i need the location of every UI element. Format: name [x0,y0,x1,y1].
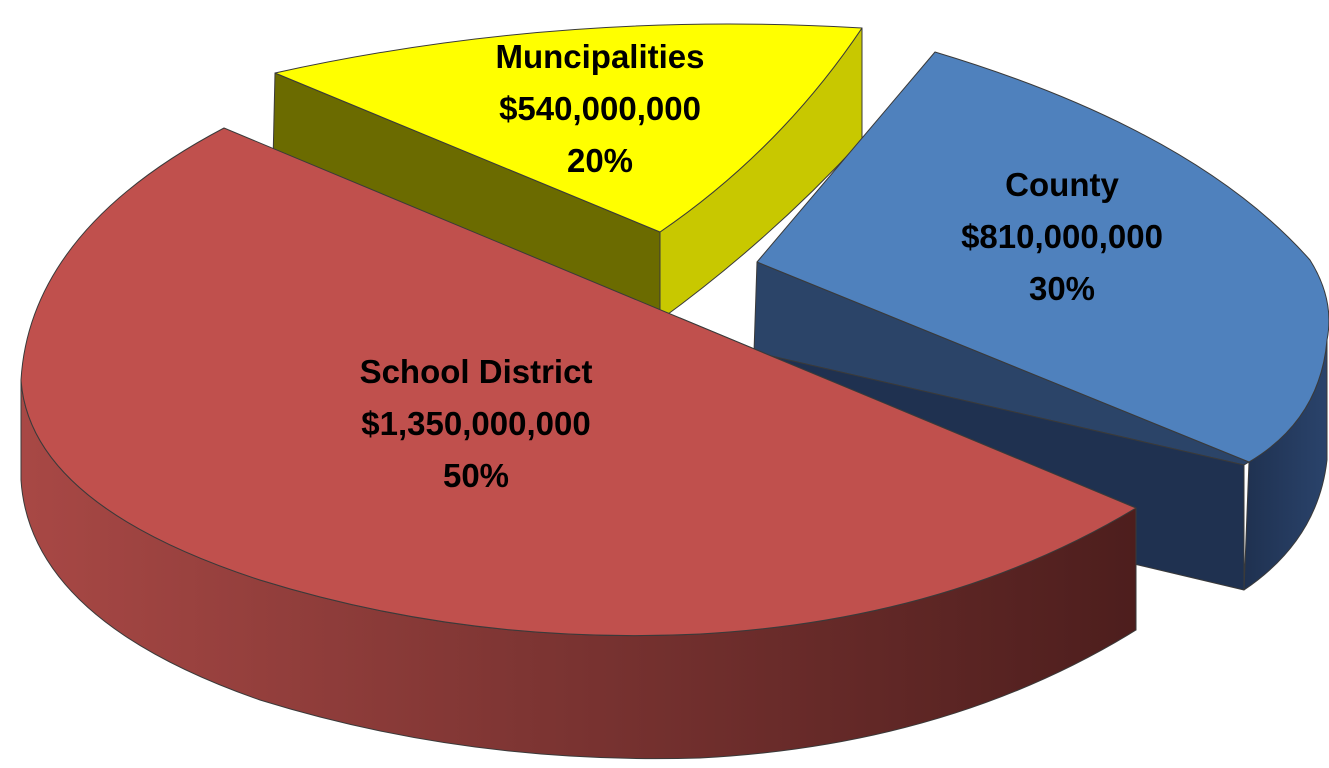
label-muncipalities-name: Muncipalities [495,38,704,75]
label-school-district-amount: $1,350,000,000 [361,405,590,442]
label-county-name: County [1005,166,1119,203]
slice-school-district-top [20,127,1137,637]
label-county-amount: $810,000,000 [961,218,1163,255]
label-county: County $810,000,000 30% [961,166,1163,307]
label-school-district: School District $1,350,000,000 50% [360,353,593,494]
label-school-district-percent: 50% [443,457,509,494]
slice-school-district [20,127,1137,760]
label-muncipalities: Muncipalities $540,000,000 20% [495,38,704,179]
label-muncipalities-percent: 20% [567,142,633,179]
slice-county-top [756,51,1329,463]
label-school-district-name: School District [360,353,593,390]
slice-muncipalities-top [274,23,863,233]
slice-muncipalities [272,23,863,321]
label-county-percent: 30% [1029,270,1095,307]
label-muncipalities-amount: $540,000,000 [499,90,701,127]
